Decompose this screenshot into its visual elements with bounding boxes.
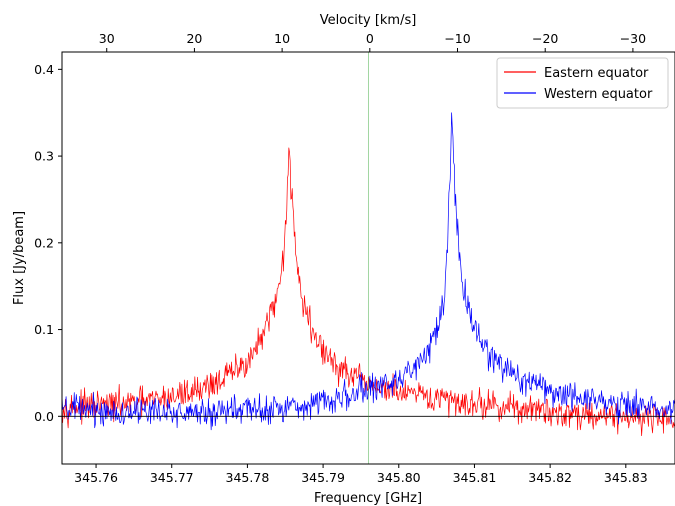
x-tick-label: 345.76 (74, 470, 118, 485)
y-tick-label: 0.0 (34, 409, 54, 424)
x2-axis-title: Velocity [km/s] (320, 13, 417, 28)
legend: Eastern equator Western equator (496, 57, 669, 109)
y-tick-label: 0.3 (34, 149, 54, 164)
x2-tick-label: −20 (532, 31, 558, 46)
x-tick-label: 345.82 (528, 470, 572, 485)
y-axis-title: Flux [Jy/beam] (12, 211, 27, 305)
x-tick-label: 345.83 (604, 470, 648, 485)
x2-tick-label: −30 (620, 31, 646, 46)
x2-tick-label: 10 (274, 31, 290, 46)
x-tick-label: 345.80 (377, 470, 421, 485)
x2-tick-label: −10 (444, 31, 470, 46)
legend-box (496, 57, 669, 109)
x-tick-label: 345.81 (453, 470, 497, 485)
x-tick-label: 345.78 (226, 470, 270, 485)
x-axis-top: 30 20 10 0 −10 −20 −30 (99, 31, 646, 52)
y-tick-label: 0.4 (34, 62, 54, 77)
x2-tick-label: 0 (366, 31, 374, 46)
x-axis-bottom: 345.76 345.77 345.78 345.79 345.80 345.81 345.… (74, 464, 648, 485)
y-axis-left: 0.0 0.1 0.2 0.3 0.4 (34, 62, 62, 424)
legend-label-eastern: Eastern equator (544, 66, 649, 81)
plot-area (61, 51, 675, 465)
reference-lines (62, 52, 675, 464)
x-axis-title: Frequency [GHz] (314, 491, 422, 506)
legend-label-western: Western equator (544, 87, 653, 102)
x2-tick-label: 30 (99, 31, 115, 46)
plot-frame (61, 51, 675, 465)
y-tick-label: 0.1 (34, 322, 54, 337)
y-tick-label: 0.2 (34, 235, 54, 250)
x-tick-label: 345.79 (301, 470, 345, 485)
x2-tick-label: 20 (186, 31, 202, 46)
x-tick-label: 345.77 (150, 470, 194, 485)
